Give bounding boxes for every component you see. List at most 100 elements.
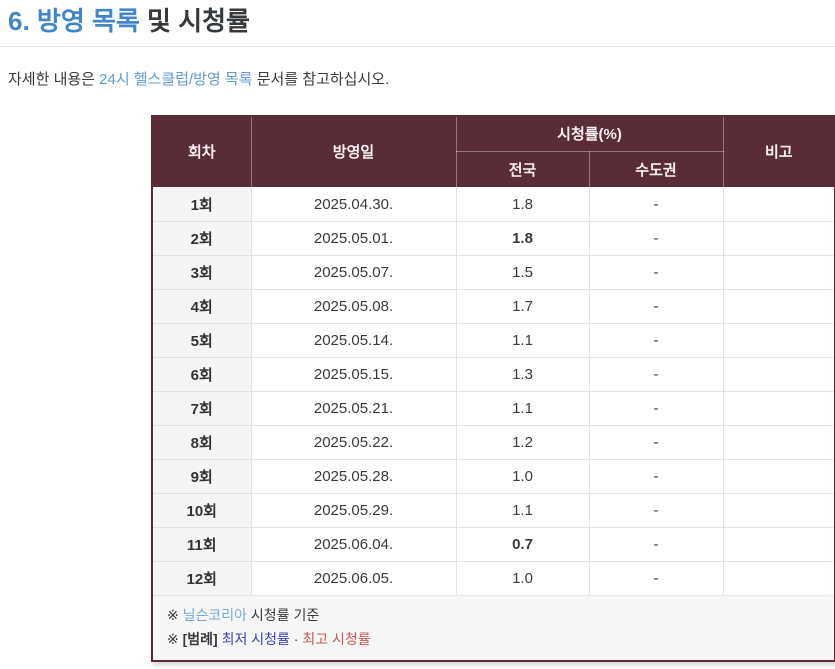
- rating-metro-cell: -: [588, 390, 724, 426]
- episode-cell: 11회: [151, 526, 252, 562]
- footnote-source: ※ 닐슨코리아 시청률 기준: [167, 603, 820, 627]
- air-date-cell: 2025.05.15.: [250, 356, 457, 392]
- rating-nationwide-cell: 1.3: [455, 356, 590, 392]
- table-row: 8회 2025.05.22. 1.2-: [151, 424, 835, 460]
- header-air-date: 방영일: [250, 115, 457, 188]
- episode-cell: 4회: [151, 288, 252, 324]
- table-row: 10회 2025.05.29. 1.1-: [151, 492, 835, 528]
- table-footnotes: ※ 닐슨코리아 시청률 기준 ※ [범례] 최저 시청률 · 최고 시청률: [152, 594, 835, 661]
- section-number-anchor[interactable]: 6.: [8, 6, 37, 36]
- note-cell: [722, 560, 835, 596]
- note-cell: [722, 526, 835, 562]
- rating-nationwide-cell: 1.2: [455, 424, 590, 460]
- table-row: 3회 2025.05.07. 1.5-: [151, 254, 835, 290]
- episode-cell: 1회: [151, 186, 252, 222]
- note-cell: [722, 458, 835, 494]
- rating-metro-cell: -: [588, 288, 724, 324]
- header-nationwide: 전국: [455, 150, 590, 188]
- header-metro: 수도권: [588, 150, 724, 188]
- episode-cell: 6회: [151, 356, 252, 392]
- air-date-cell: 2025.05.28.: [250, 458, 457, 494]
- table-row: 6회 2025.05.15. 1.3-: [151, 356, 835, 392]
- rating-nationwide-cell: 1.0: [455, 458, 590, 494]
- header-row-2: 전국 수도권: [152, 150, 835, 188]
- rating-nationwide-cell: 1.8: [455, 186, 590, 222]
- table-row: 12회 2025.06.05. 1.0-: [151, 560, 835, 596]
- footnote-cell: ※ 닐슨코리아 시청률 기준 ※ [범례] 최저 시청률 · 최고 시청률: [152, 594, 835, 661]
- rating-metro-cell: -: [588, 458, 724, 494]
- legend-highest-rating: 최고 시청률: [302, 630, 371, 647]
- table-header: 회차 방영일 시청률(%) 비고 전국 수도권: [151, 115, 835, 188]
- rating-nationwide-cell: 1.1: [455, 390, 590, 426]
- air-date-cell: 2025.04.30.: [250, 186, 457, 222]
- note-cell: [722, 254, 835, 290]
- section-title-link[interactable]: 방영 목록: [36, 6, 140, 36]
- nielsen-korea-link[interactable]: 닐슨코리아: [182, 606, 248, 623]
- rating-nationwide-cell: 1.1: [455, 492, 590, 528]
- rating-metro-cell: -: [588, 492, 724, 528]
- table-row: 1회 2025.04.30. 1.8-: [151, 186, 835, 222]
- rating-nationwide-cell: 1.5: [455, 254, 590, 290]
- rating-nationwide-cell: 1.1: [455, 322, 590, 358]
- table-row: 2회 2025.05.01. 1.8-: [151, 220, 835, 256]
- episode-cell: 2회: [151, 220, 252, 256]
- rating-metro-cell: -: [588, 560, 724, 596]
- legend-label: [범례]: [182, 630, 218, 647]
- air-date-cell: 2025.05.21.: [250, 390, 457, 426]
- air-date-cell: 2025.06.05.: [250, 560, 457, 596]
- table-row: 4회 2025.05.08. 1.7-: [151, 288, 835, 324]
- table-row: 11회 2025.06.04. 0.7-: [151, 526, 835, 562]
- episode-cell: 12회: [151, 560, 252, 596]
- footnote-row: ※ 닐슨코리아 시청률 기준 ※ [범례] 최저 시청률 · 최고 시청률: [152, 594, 835, 661]
- table-row: 5회 2025.05.14. 1.1-: [151, 322, 835, 358]
- air-date-cell: 2025.05.07.: [250, 254, 457, 290]
- air-date-cell: 2025.06.04.: [250, 526, 457, 562]
- section-title-rest: 및 시청률: [139, 6, 250, 36]
- header-note: 비고: [722, 115, 835, 188]
- rating-metro-cell: -: [588, 526, 724, 562]
- section-heading: 6. 방영 목록 및 시청률: [0, 0, 835, 47]
- air-date-cell: 2025.05.08.: [250, 288, 457, 324]
- note-cell: [722, 186, 835, 222]
- intro-suffix: 문서를 참고하십시오.: [252, 70, 390, 88]
- air-date-cell: 2025.05.14.: [250, 322, 457, 358]
- header-ratings-group: 시청률(%): [455, 115, 724, 152]
- note-cell: [722, 288, 835, 324]
- air-date-cell: 2025.05.01.: [250, 220, 457, 256]
- legend-lowest-rating: 최저 시청률: [221, 630, 290, 647]
- header-episode: 회차: [151, 115, 252, 188]
- table-row: 7회 2025.05.21. 1.1-: [151, 390, 835, 426]
- rating-metro-cell: -: [588, 356, 724, 392]
- rating-metro-cell: -: [588, 322, 724, 358]
- footnote-marker: ※: [167, 630, 183, 647]
- note-cell: [722, 356, 835, 392]
- rating-nationwide-cell: 0.7: [455, 526, 590, 562]
- air-date-cell: 2025.05.22.: [250, 424, 457, 460]
- air-date-cell: 2025.05.29.: [250, 492, 457, 528]
- intro-document-link[interactable]: 24시 헬스클럽/방영 목록: [99, 70, 253, 88]
- intro-paragraph: 자세한 내용은 24시 헬스클럽/방영 목록 문서를 참고하십시오.: [0, 68, 835, 89]
- note-cell: [722, 220, 835, 256]
- episode-rows: 1회 2025.04.30. 1.8-2회 2025.05.01. 1.8-3회 2025…: [151, 186, 835, 596]
- rating-nationwide-cell: 1.0: [455, 560, 590, 596]
- rating-metro-cell: -: [588, 254, 724, 290]
- header-row-1: 회차 방영일 시청률(%) 비고: [151, 115, 835, 188]
- episode-cell: 9회: [151, 458, 252, 494]
- intro-prefix: 자세한 내용은: [8, 70, 100, 88]
- note-cell: [722, 322, 835, 358]
- episode-cell: 3회: [151, 254, 252, 290]
- footnote-legend: ※ [범례] 최저 시청률 · 최고 시청률: [167, 627, 820, 651]
- note-cell: [722, 390, 835, 426]
- footnote-marker: ※: [167, 606, 183, 623]
- episode-cell: 8회: [151, 424, 252, 460]
- episode-cell: 10회: [151, 492, 252, 528]
- table-row: 9회 2025.05.28. 1.0-: [151, 458, 835, 494]
- rating-nationwide-cell: 1.7: [455, 288, 590, 324]
- rating-nationwide-cell: 1.8: [455, 220, 590, 256]
- episode-cell: 5회: [151, 322, 252, 358]
- episode-ratings-table: 회차 방영일 시청률(%) 비고 전국 수도권 1회 2025.04.30. 1.8…: [151, 114, 835, 662]
- note-cell: [722, 492, 835, 528]
- rating-metro-cell: -: [588, 220, 724, 256]
- rating-metro-cell: -: [588, 424, 724, 460]
- legend-separator: ·: [289, 630, 303, 647]
